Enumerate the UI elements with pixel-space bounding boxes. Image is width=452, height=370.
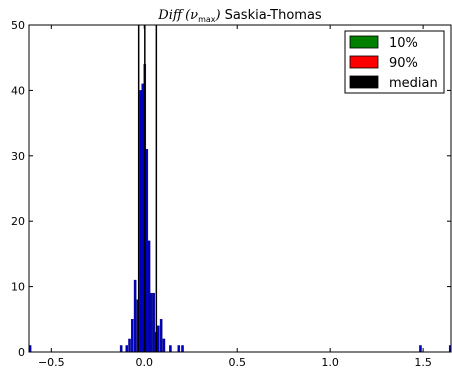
histogram-bar — [133, 279, 137, 353]
legend-swatch — [349, 75, 379, 89]
histogram-bar — [139, 90, 142, 353]
histogram-bar — [419, 345, 422, 353]
histogram-bar — [145, 149, 149, 353]
histogram-bar — [181, 345, 184, 353]
x-tick-label: −0.5 — [38, 356, 65, 369]
legend-swatch — [349, 55, 379, 69]
chart-title-close: ) — [215, 8, 221, 23]
y-tick-label: 40 — [11, 84, 25, 97]
histogram-bar — [125, 345, 129, 353]
histogram-bar — [157, 325, 160, 353]
chart-title-rest: Saskia-Thomas — [225, 8, 322, 23]
histogram-bar — [131, 319, 134, 353]
histogram-bar — [141, 83, 144, 353]
legend-label: 90% — [389, 56, 418, 71]
histogram-bar — [177, 345, 181, 353]
chart-title-subscript: max — [198, 15, 216, 24]
y-tick-label: 30 — [11, 150, 25, 163]
y-tick-label: 10 — [11, 281, 25, 294]
x-tick-label: 0.5 — [228, 356, 246, 369]
y-tick-label: 0 — [18, 346, 25, 359]
histogram-bar — [128, 338, 131, 353]
x-tick-label: 1.0 — [321, 356, 339, 369]
y-tick-label: 20 — [11, 215, 25, 228]
chart-title-math: Diff — [157, 8, 185, 23]
legend-label: median — [389, 76, 438, 91]
axes-frame — [28, 24, 452, 353]
chart-title: Diff (νmax) Saskia-Thomas — [157, 8, 322, 24]
histogram-bar — [119, 345, 123, 353]
x-tick-label: 1.5 — [414, 356, 432, 369]
histogram-bar — [159, 319, 163, 353]
legend: 10% 90% median — [344, 30, 445, 94]
legend-swatch — [349, 35, 379, 49]
plot-area: −0.5 0.0 0.5 1.0 1.5 0 10 20 30 40 50 — [11, 19, 452, 369]
histogram-bar — [162, 338, 166, 353]
legend-label: 10% — [389, 36, 418, 51]
histogram-bar — [147, 240, 151, 353]
histogram-bar — [152, 292, 155, 353]
chart-title-nu: (ν — [185, 8, 198, 23]
y-tick-label: 50 — [11, 19, 25, 32]
histogram-bar — [169, 345, 172, 353]
histogram-bar — [150, 292, 153, 353]
x-tick-label: 0.0 — [136, 356, 154, 369]
